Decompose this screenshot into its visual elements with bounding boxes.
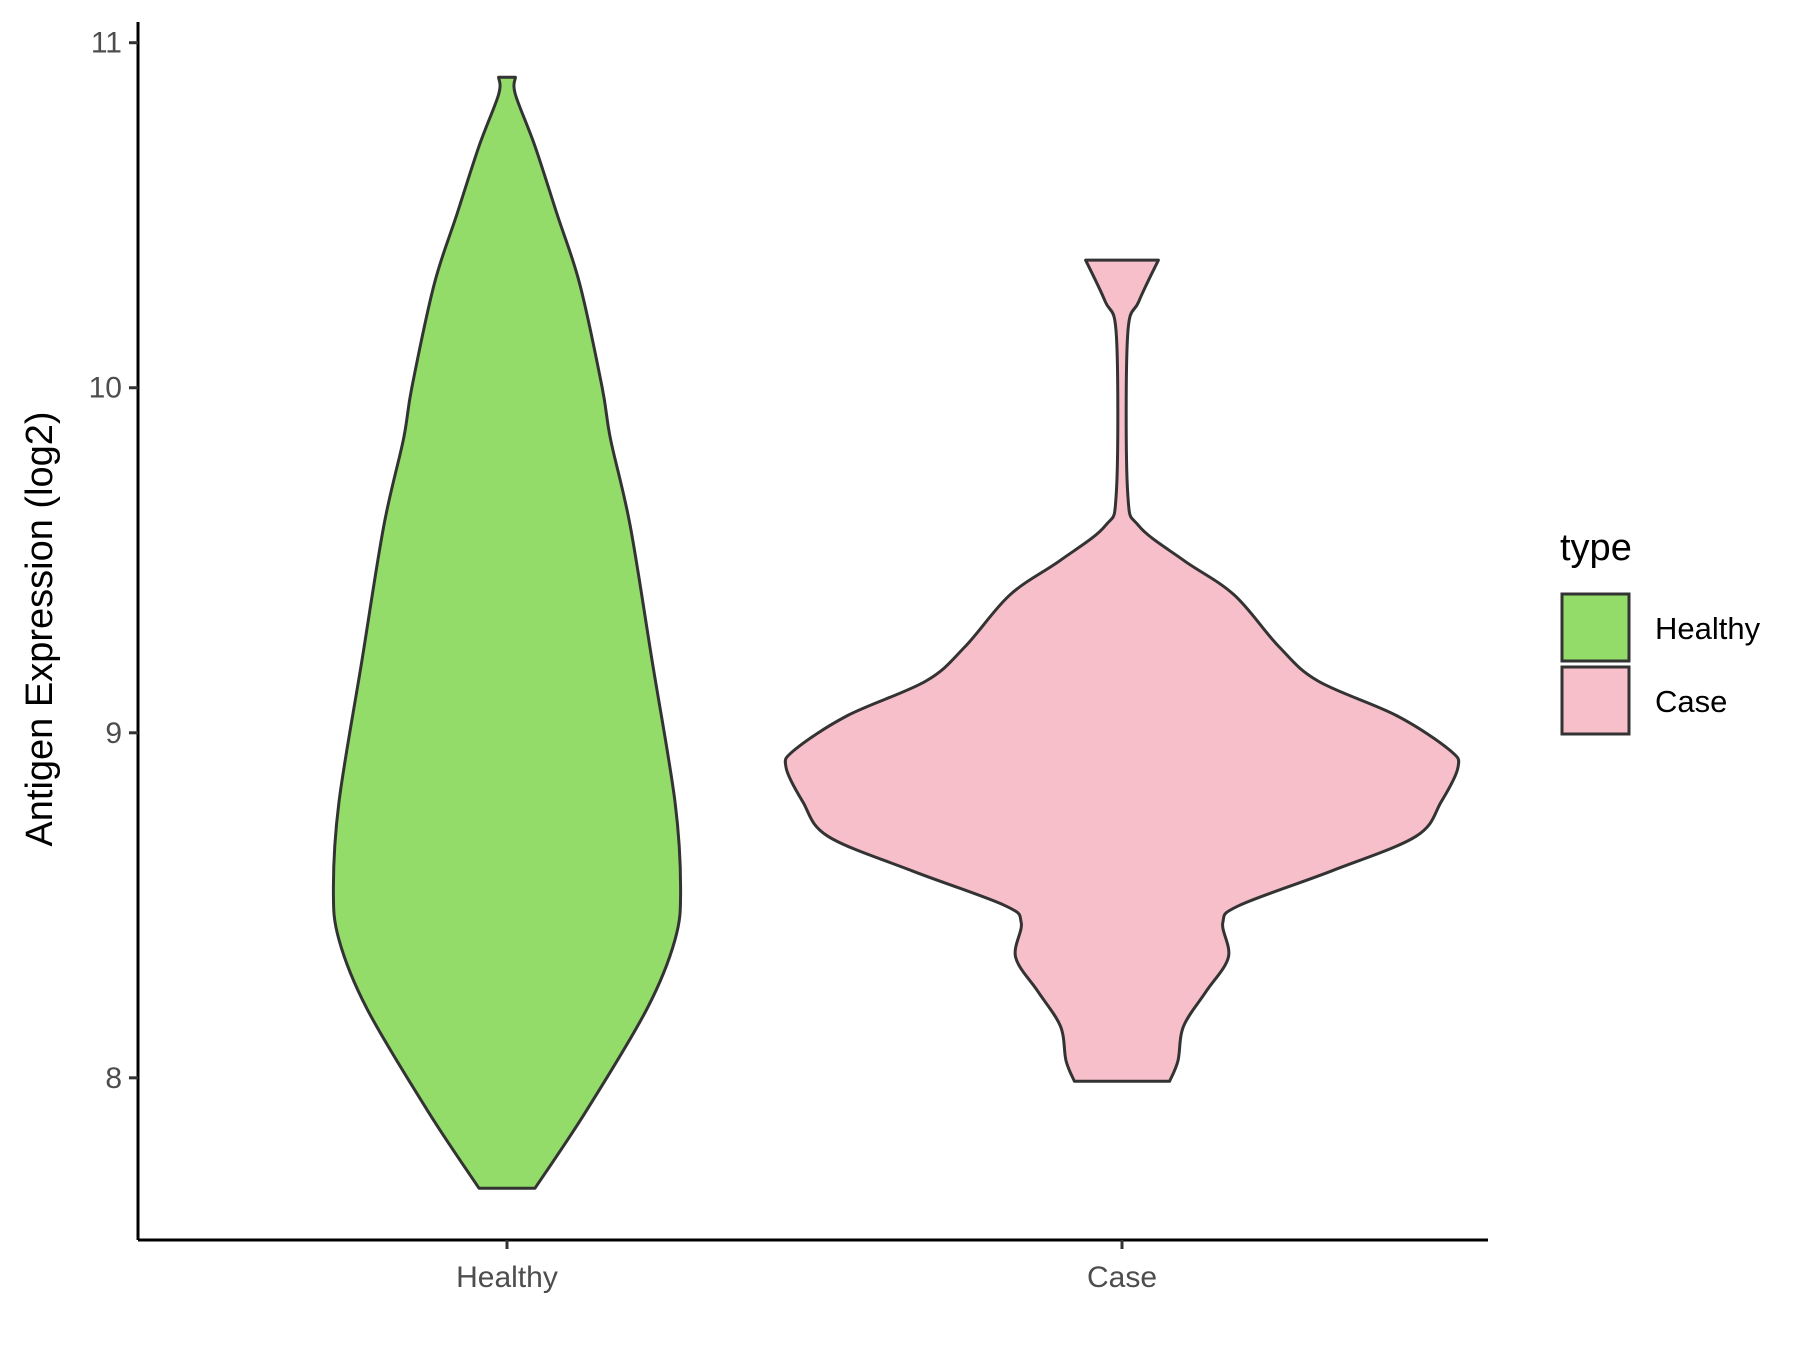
legend-swatch-case	[1560, 665, 1631, 736]
legend-title: type	[1560, 527, 1632, 569]
x-tick-label: Case	[1087, 1261, 1157, 1294]
y-tick-label: 9	[105, 717, 122, 750]
violin-plot-area	[331, 75, 1461, 1190]
violin-healthy	[331, 75, 683, 1190]
axes: 8 9 10 11 Healthy Case	[89, 22, 1488, 1294]
legend-swatch-healthy	[1560, 592, 1631, 663]
y-tick-label: 11	[91, 27, 122, 60]
legend-label-healthy: Healthy	[1655, 611, 1761, 646]
y-axis-title: Antigen Expression (log2)	[19, 411, 61, 846]
x-tick-label: Healthy	[456, 1261, 558, 1294]
y-tick-label: 10	[89, 372, 122, 405]
legend-label-case: Case	[1655, 684, 1727, 719]
legend: type Healthy Case	[1560, 527, 1761, 736]
y-tick-label: 8	[105, 1062, 122, 1095]
violin-case	[783, 258, 1461, 1083]
